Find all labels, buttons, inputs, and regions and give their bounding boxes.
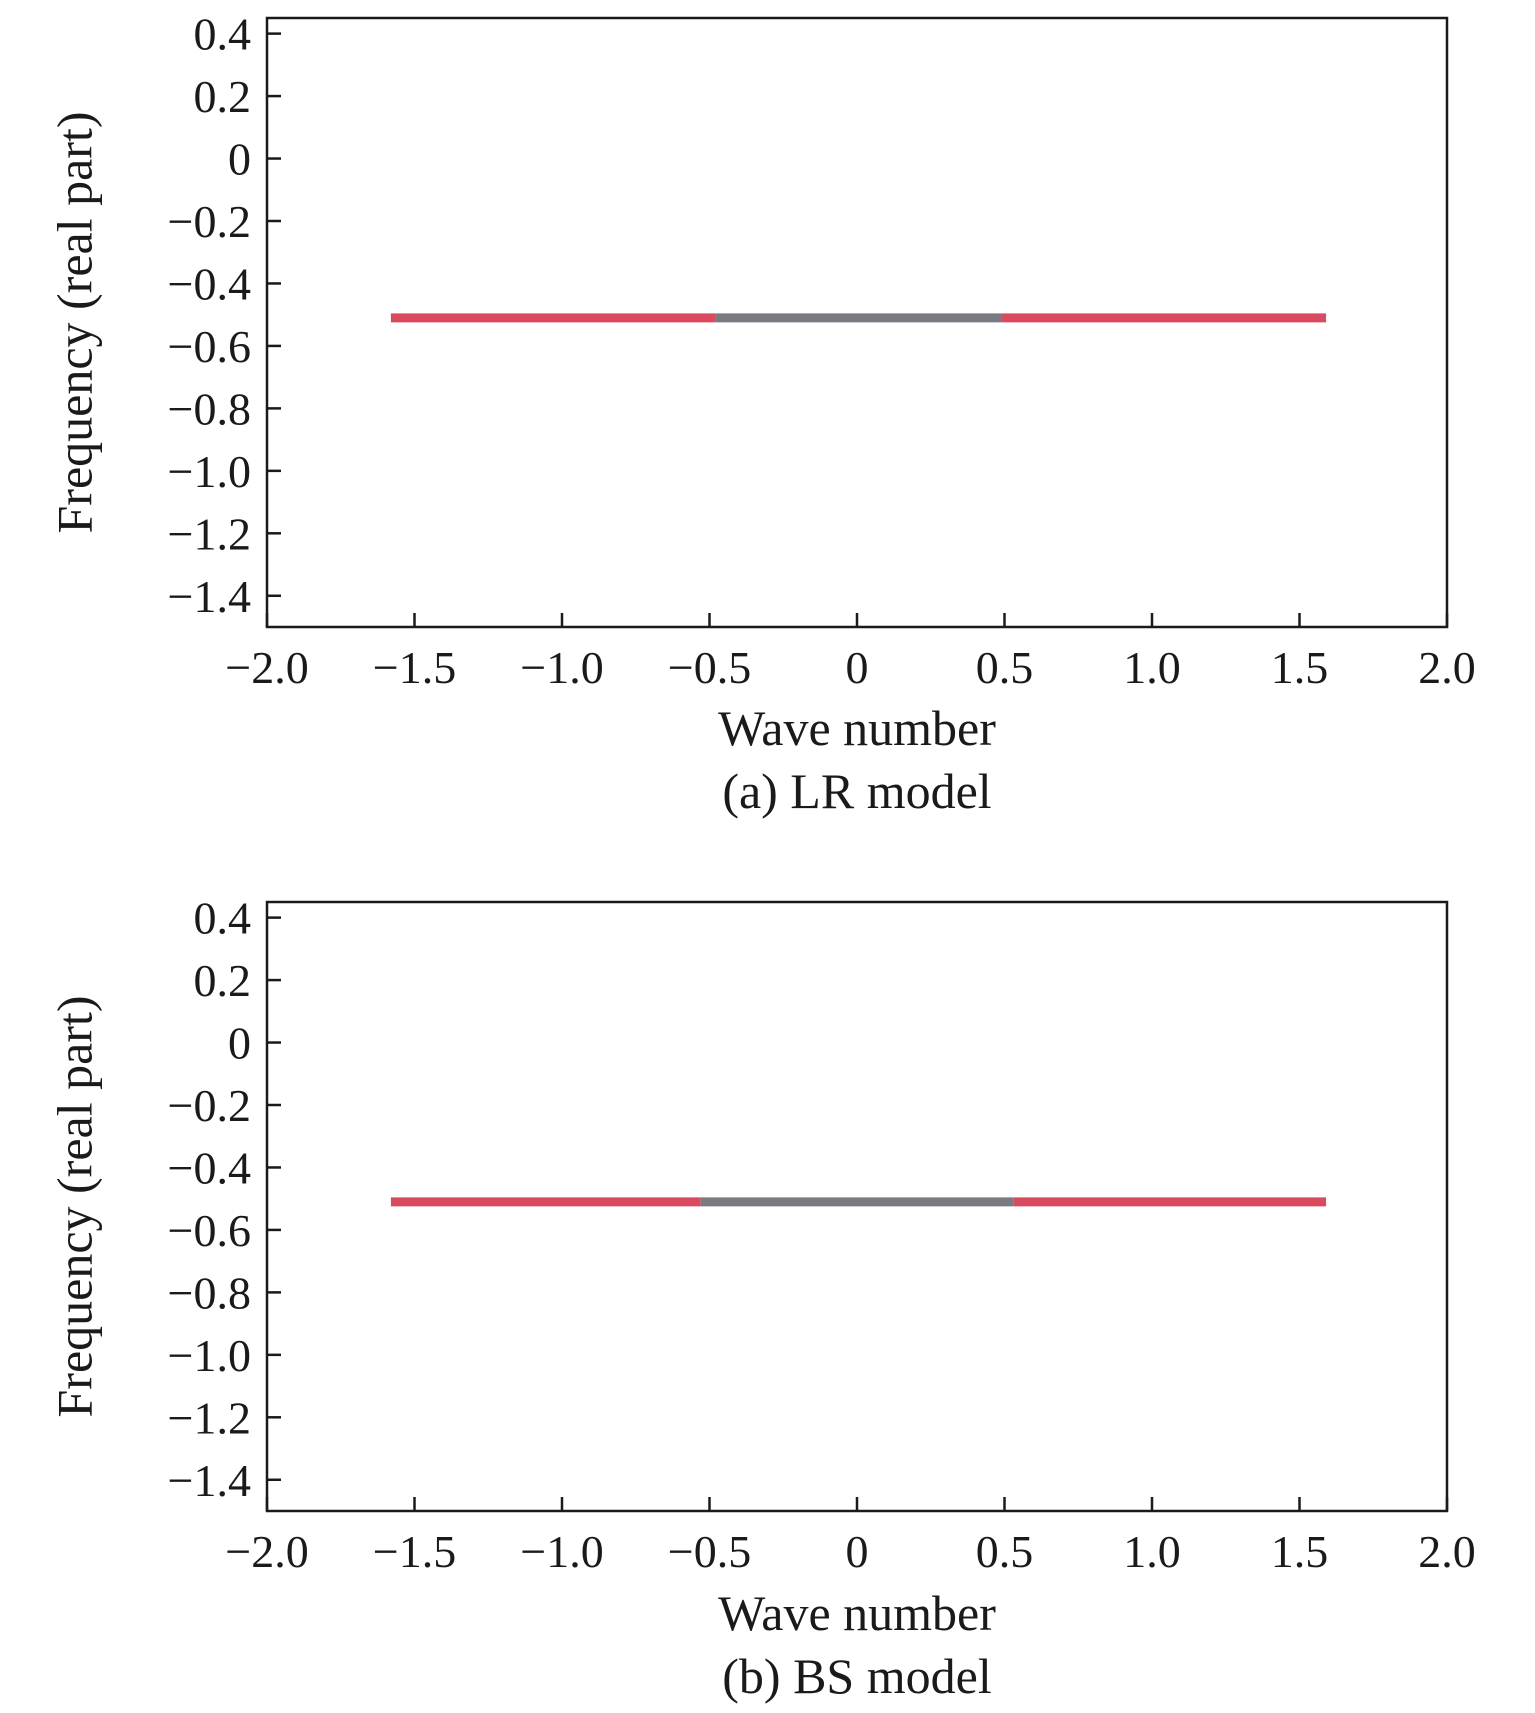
y-axis-label: Frequency (real part) bbox=[46, 112, 102, 534]
y-tick-label: −0.4 bbox=[168, 1142, 251, 1193]
x-tick-label: 2.0 bbox=[1418, 1526, 1476, 1577]
y-tick-label: −0.8 bbox=[168, 1267, 251, 1318]
panel-bs-model: −2.0 −1.5 −1.0 −0.5 0 0.5 1.0 1.5 2.0 0.4 0.2 0 −0.2… bbox=[46, 893, 1475, 1704]
x-tick-label: 0.5 bbox=[976, 1526, 1034, 1577]
y-tick-label: −1.0 bbox=[168, 446, 251, 497]
x-tick-label: −1.5 bbox=[373, 642, 456, 693]
y-tick-label: −0.2 bbox=[168, 1080, 251, 1131]
plot-frame bbox=[265, 900, 1449, 1513]
y-tick-label: 0.4 bbox=[194, 9, 252, 60]
panel-caption: (a) LR model bbox=[722, 763, 991, 819]
y-tick-label: −0.6 bbox=[168, 321, 251, 372]
x-axis-label: Wave number bbox=[718, 700, 996, 756]
y-tick-label: 0 bbox=[228, 1018, 251, 1069]
y-tick-label: −1.0 bbox=[168, 1330, 251, 1381]
x-axis-label: Wave number bbox=[718, 1585, 996, 1641]
x-tick-label: −1.0 bbox=[520, 1526, 603, 1577]
y-tick-label: −1.4 bbox=[168, 1455, 251, 1506]
x-tick-label: −1.5 bbox=[373, 1526, 456, 1577]
x-tick-label: −1.0 bbox=[520, 642, 603, 693]
x-tick-label: 2.0 bbox=[1418, 642, 1476, 693]
y-tick-label: 0.4 bbox=[194, 893, 252, 944]
panel-lr-model: −2.0 −1.5 −1.0 −0.5 0 0.5 1.0 1.5 2.0 0.4 0.2 0 −0.2… bbox=[46, 9, 1475, 819]
y-tick-label: 0 bbox=[228, 134, 251, 185]
y-tick-label: −1.4 bbox=[168, 571, 251, 622]
y-tick-label: −0.8 bbox=[168, 383, 251, 434]
y-tick-label: −1.2 bbox=[168, 1392, 251, 1443]
y-axis-label: Frequency (real part) bbox=[46, 996, 102, 1418]
x-tick-label: 1.0 bbox=[1123, 642, 1181, 693]
y-tick-label: −0.6 bbox=[168, 1205, 251, 1256]
x-tick-label: 0 bbox=[846, 1526, 869, 1577]
x-tick-label: −2.0 bbox=[225, 1526, 308, 1577]
x-tick-label: 1.0 bbox=[1123, 1526, 1181, 1577]
y-tick-label: −0.4 bbox=[168, 258, 251, 309]
x-tick-label: −2.0 bbox=[225, 642, 308, 693]
x-tick-label: −0.5 bbox=[668, 1526, 751, 1577]
y-tick-label: −0.2 bbox=[168, 196, 251, 247]
x-tick-label: 0 bbox=[846, 642, 869, 693]
x-tick-label: −0.5 bbox=[668, 642, 751, 693]
y-tick-label: 0.2 bbox=[194, 955, 252, 1006]
y-tick-label: −1.2 bbox=[168, 508, 251, 559]
panel-caption: (b) BS model bbox=[722, 1648, 991, 1704]
x-tick-label: 1.5 bbox=[1271, 642, 1329, 693]
plot-frame bbox=[265, 16, 1449, 629]
x-tick-label: 0.5 bbox=[976, 642, 1034, 693]
x-tick-label: 1.5 bbox=[1271, 1526, 1329, 1577]
y-tick-label: 0.2 bbox=[194, 71, 252, 122]
